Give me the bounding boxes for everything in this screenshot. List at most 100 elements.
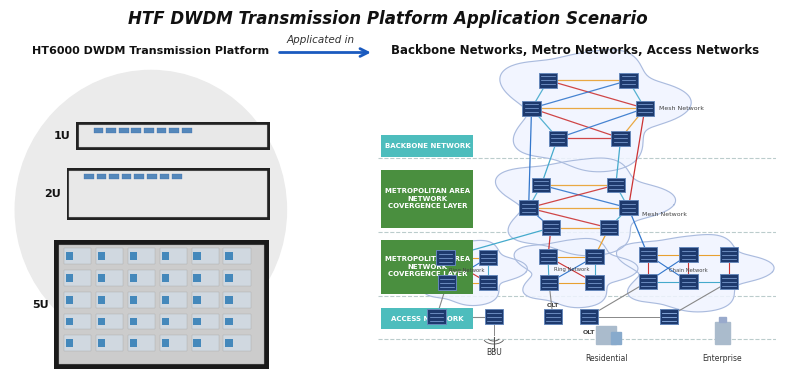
FancyBboxPatch shape — [438, 275, 457, 290]
FancyBboxPatch shape — [611, 131, 630, 146]
FancyBboxPatch shape — [636, 101, 654, 116]
FancyBboxPatch shape — [127, 270, 154, 286]
FancyBboxPatch shape — [98, 339, 106, 347]
FancyBboxPatch shape — [606, 177, 625, 192]
FancyBboxPatch shape — [144, 128, 154, 133]
FancyBboxPatch shape — [66, 252, 74, 260]
Polygon shape — [414, 240, 527, 306]
FancyBboxPatch shape — [162, 274, 170, 282]
FancyBboxPatch shape — [97, 174, 106, 179]
FancyBboxPatch shape — [64, 314, 90, 330]
FancyBboxPatch shape — [720, 247, 738, 262]
FancyBboxPatch shape — [223, 270, 250, 286]
FancyBboxPatch shape — [191, 314, 218, 330]
Text: Backbone Networks, Metro Networks, Access Networks: Backbone Networks, Metro Networks, Acces… — [391, 44, 759, 57]
FancyBboxPatch shape — [130, 274, 138, 282]
FancyBboxPatch shape — [159, 314, 186, 330]
FancyBboxPatch shape — [519, 201, 538, 215]
Text: OLT: OLT — [582, 330, 595, 336]
FancyBboxPatch shape — [106, 128, 116, 133]
FancyBboxPatch shape — [226, 339, 233, 347]
FancyBboxPatch shape — [226, 318, 233, 326]
FancyBboxPatch shape — [191, 270, 218, 286]
FancyBboxPatch shape — [223, 314, 250, 330]
FancyBboxPatch shape — [170, 128, 179, 133]
FancyBboxPatch shape — [191, 248, 218, 264]
Text: METROPOLITAN AREA
NETWORK
COVERGENCE LAYER: METROPOLITAN AREA NETWORK COVERGENCE LAY… — [385, 189, 470, 210]
FancyBboxPatch shape — [147, 174, 157, 179]
Text: Enterprise: Enterprise — [702, 354, 742, 363]
FancyBboxPatch shape — [638, 247, 657, 262]
FancyBboxPatch shape — [194, 296, 202, 304]
FancyBboxPatch shape — [157, 128, 166, 133]
FancyBboxPatch shape — [130, 252, 138, 260]
Text: Mesh Network: Mesh Network — [642, 212, 687, 217]
FancyBboxPatch shape — [159, 336, 186, 351]
FancyBboxPatch shape — [172, 174, 182, 179]
FancyBboxPatch shape — [540, 275, 558, 290]
Text: Applicated in: Applicated in — [286, 34, 354, 45]
FancyArrowPatch shape — [279, 49, 368, 56]
FancyBboxPatch shape — [98, 318, 106, 326]
FancyBboxPatch shape — [127, 336, 154, 351]
FancyBboxPatch shape — [194, 274, 202, 282]
FancyBboxPatch shape — [427, 309, 446, 324]
FancyBboxPatch shape — [159, 270, 186, 286]
FancyBboxPatch shape — [96, 314, 122, 330]
FancyBboxPatch shape — [162, 296, 170, 304]
FancyBboxPatch shape — [96, 270, 122, 286]
FancyBboxPatch shape — [539, 249, 558, 264]
FancyBboxPatch shape — [98, 296, 106, 304]
FancyBboxPatch shape — [96, 248, 122, 264]
FancyBboxPatch shape — [130, 296, 138, 304]
FancyBboxPatch shape — [98, 274, 106, 282]
Text: 1U: 1U — [54, 131, 70, 141]
Text: HTF DWDM Transmission Platform Application Scenario: HTF DWDM Transmission Platform Applicati… — [128, 10, 648, 28]
FancyBboxPatch shape — [159, 292, 186, 308]
FancyBboxPatch shape — [59, 245, 264, 364]
FancyBboxPatch shape — [162, 252, 170, 260]
FancyBboxPatch shape — [70, 171, 267, 217]
FancyBboxPatch shape — [485, 309, 503, 324]
FancyBboxPatch shape — [660, 309, 678, 324]
FancyBboxPatch shape — [98, 252, 106, 260]
FancyBboxPatch shape — [64, 336, 90, 351]
FancyBboxPatch shape — [436, 250, 454, 265]
FancyBboxPatch shape — [226, 252, 233, 260]
FancyBboxPatch shape — [720, 274, 738, 289]
Polygon shape — [514, 238, 638, 308]
FancyBboxPatch shape — [109, 174, 119, 179]
FancyBboxPatch shape — [162, 318, 170, 326]
FancyBboxPatch shape — [478, 250, 497, 265]
Text: 5U: 5U — [33, 300, 49, 310]
FancyBboxPatch shape — [194, 318, 202, 326]
Text: OLT: OLT — [546, 303, 559, 307]
Bar — [714, 322, 730, 344]
FancyBboxPatch shape — [382, 240, 474, 294]
FancyBboxPatch shape — [638, 274, 657, 289]
FancyBboxPatch shape — [382, 135, 474, 157]
Text: 2U: 2U — [44, 189, 61, 199]
FancyBboxPatch shape — [54, 240, 269, 369]
FancyBboxPatch shape — [66, 274, 74, 282]
FancyBboxPatch shape — [478, 275, 497, 290]
Text: METROPOLITAN AREA
NETWORK
COVERGENCE LAYER: METROPOLITAN AREA NETWORK COVERGENCE LAY… — [385, 256, 470, 277]
FancyBboxPatch shape — [130, 318, 138, 326]
FancyBboxPatch shape — [223, 336, 250, 351]
FancyBboxPatch shape — [679, 247, 698, 262]
Bar — [597, 327, 616, 344]
FancyBboxPatch shape — [544, 309, 562, 324]
FancyBboxPatch shape — [96, 336, 122, 351]
FancyBboxPatch shape — [96, 292, 122, 308]
FancyBboxPatch shape — [131, 128, 141, 133]
FancyBboxPatch shape — [539, 73, 558, 88]
FancyBboxPatch shape — [194, 252, 202, 260]
FancyBboxPatch shape — [127, 292, 154, 308]
FancyBboxPatch shape — [76, 122, 270, 150]
FancyBboxPatch shape — [600, 220, 618, 236]
Circle shape — [15, 70, 286, 350]
Text: Chain Network: Chain Network — [669, 268, 708, 273]
Text: HT6000 DWDM Transmission Platform: HT6000 DWDM Transmission Platform — [32, 45, 270, 56]
FancyBboxPatch shape — [223, 292, 250, 308]
FancyBboxPatch shape — [182, 128, 191, 133]
